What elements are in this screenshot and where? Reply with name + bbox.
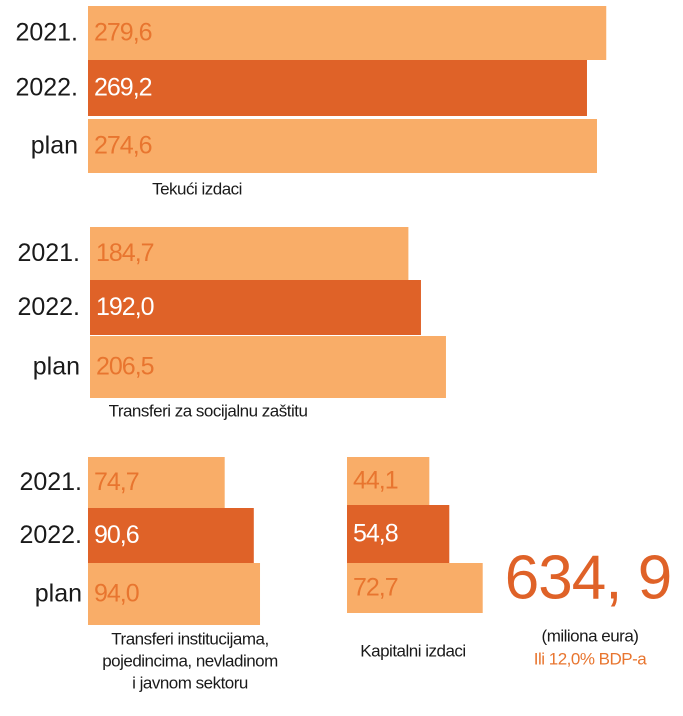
category-label: 2022. (19, 521, 82, 549)
caption: pojedincima, nevladinom (102, 651, 278, 670)
value-label: 94,0 (94, 580, 139, 608)
value-label: 54,8 (353, 520, 398, 548)
category-label: plan (35, 580, 82, 608)
caption: Tekući izdaci (152, 179, 242, 198)
value-label: 74,7 (94, 468, 139, 496)
category-label: 2022. (15, 74, 78, 102)
total: 634, 9 (505, 543, 671, 612)
category-label: 2021. (19, 468, 82, 496)
value-label: 279,6 (94, 19, 152, 47)
bar (88, 60, 587, 116)
bar (88, 508, 254, 563)
category-label: plan (33, 353, 80, 381)
bar (347, 505, 450, 563)
value-label: 44,1 (353, 467, 398, 495)
value-label: 274,6 (94, 132, 152, 160)
bar (347, 457, 430, 505)
caption: i javnom sektoru (132, 673, 248, 692)
value-label: 72,7 (353, 574, 398, 602)
category-label: plan (31, 132, 78, 160)
note: Ili 12,0% BDP-a (534, 649, 648, 668)
category-label: 2021. (15, 19, 78, 47)
value-label: 90,6 (94, 521, 139, 549)
bar (88, 6, 607, 60)
category-label: 2021. (17, 239, 80, 267)
caption: Kapitalni izdaci (360, 641, 465, 660)
value-label: 206,5 (96, 353, 154, 381)
value-label: 269,2 (94, 74, 152, 102)
value-label: 184,7 (96, 239, 154, 267)
caption: Transferi institucijama, (111, 629, 268, 648)
bar (90, 280, 421, 335)
category-label: 2022. (17, 293, 80, 321)
unit: (miliona eura) (542, 626, 639, 645)
value-label: 192,0 (96, 293, 154, 321)
bar (88, 457, 225, 508)
bar (90, 336, 446, 398)
bar (90, 227, 409, 280)
bar (347, 563, 483, 613)
bar (88, 119, 597, 173)
bar (88, 563, 261, 625)
caption: Transferi za socijalnu zaštitu (109, 401, 308, 420)
